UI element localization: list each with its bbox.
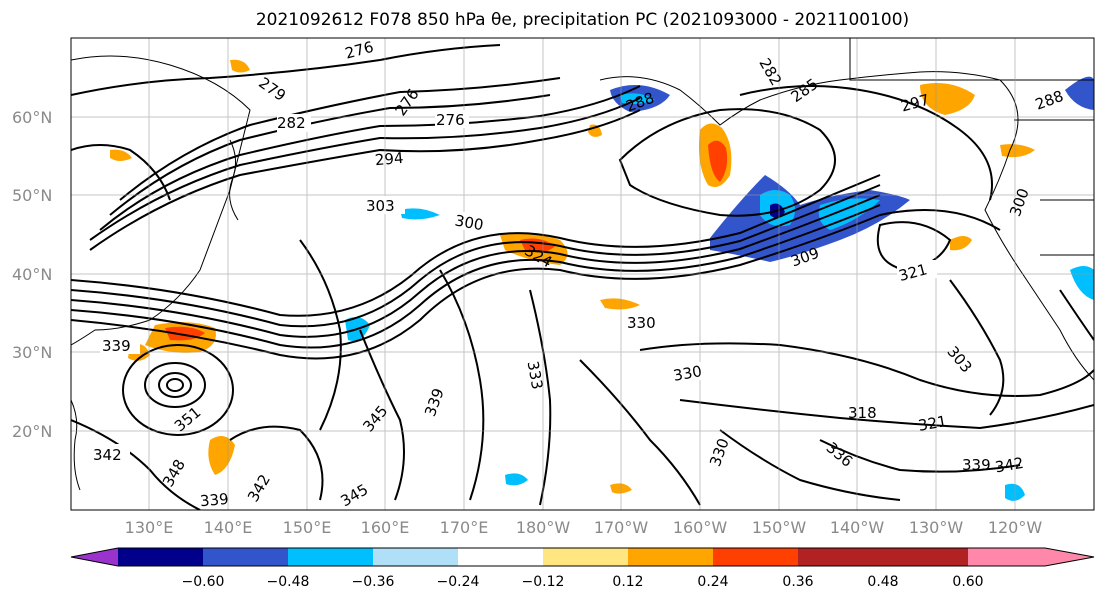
colorbar-segment <box>203 548 288 566</box>
lon-label: 150°W <box>752 518 807 537</box>
map-title: 2021092612 F078 850 hPa θe, precipitatio… <box>255 10 910 30</box>
map-frame <box>70 37 1095 511</box>
latitude-labels: 60°N 50°N 40°N 30°N 20°N <box>12 108 52 441</box>
colorbar-segment <box>118 548 203 566</box>
colorbar-tick-label: 0.12 <box>612 574 643 590</box>
lon-label: 170°W <box>594 518 649 537</box>
coastlines <box>71 38 1094 491</box>
colorbar-tick-label: 0.60 <box>952 574 983 590</box>
colorbar-segment <box>713 548 798 566</box>
lat-label: 20°N <box>12 422 52 441</box>
colorbar-extend-min <box>71 548 118 566</box>
colorbar-segment <box>628 548 713 566</box>
colorbar-tick-label: −0.12 <box>522 574 565 590</box>
longitude-labels: 130°E 140°E 150°E 160°E 170°E 180°W 170°… <box>125 518 1043 537</box>
contour-label: 339 <box>102 337 131 355</box>
lon-label: 150°E <box>283 518 332 537</box>
colorbar-segment <box>543 548 628 566</box>
lon-label: 140°E <box>204 518 253 537</box>
colorbar-ticks: −0.60 −0.48 −0.36 −0.24 −0.12 0.12 0.24 … <box>182 574 984 590</box>
contour-label: 321 <box>917 412 948 435</box>
contour-label: 339 <box>962 456 991 474</box>
contour-label: 342 <box>994 454 1025 477</box>
colorbar-tick-label: 0.24 <box>697 574 728 590</box>
contour-label: 300 <box>453 212 484 235</box>
colorbar-tick-label: −0.60 <box>182 574 225 590</box>
colorbar-tick-label: 0.36 <box>782 574 813 590</box>
lon-label: 130°E <box>125 518 174 537</box>
colorbar-tick-label: 0.48 <box>867 574 898 590</box>
lon-label: 140°W <box>830 518 885 537</box>
colorbar-outline <box>70 547 1095 567</box>
contour-label: 333 <box>524 360 547 391</box>
colorbar-segment <box>288 548 373 566</box>
colorbar <box>70 547 1095 567</box>
contour-labels: 276 276 276 279 282 282 285 288 288 294 … <box>90 38 1066 510</box>
contour-label: 276 <box>436 111 465 129</box>
lon-label: 120°W <box>988 518 1043 537</box>
contour-label: 318 <box>848 404 877 422</box>
colorbar-tick-label: −0.48 <box>267 574 310 590</box>
contour-label: 339 <box>199 490 229 510</box>
lon-label: 130°W <box>909 518 964 537</box>
lat-label: 30°N <box>12 343 52 362</box>
colorbar-segment <box>798 548 883 566</box>
colorbar-tick-label: −0.24 <box>437 574 480 590</box>
lon-label: 160°W <box>673 518 728 537</box>
colorbar-segment <box>458 548 543 566</box>
contour-label: 342 <box>93 446 122 464</box>
colorbar-tick-label: −0.36 <box>352 574 395 590</box>
theta-e-contours <box>71 44 1094 510</box>
contour-label: 330 <box>672 362 703 385</box>
colorbar-segment <box>373 548 458 566</box>
contour-label: 330 <box>627 314 656 332</box>
lon-label: 160°E <box>361 518 410 537</box>
lat-label: 40°N <box>12 265 52 284</box>
contour-label: 282 <box>277 114 306 132</box>
contour-label: 294 <box>374 149 404 169</box>
lon-label: 170°E <box>440 518 489 537</box>
lat-label: 50°N <box>12 186 52 205</box>
lon-label: 180°W <box>516 518 571 537</box>
lat-label: 60°N <box>12 108 52 127</box>
colorbar-segment <box>883 548 968 566</box>
contour-label: 303 <box>366 197 395 215</box>
